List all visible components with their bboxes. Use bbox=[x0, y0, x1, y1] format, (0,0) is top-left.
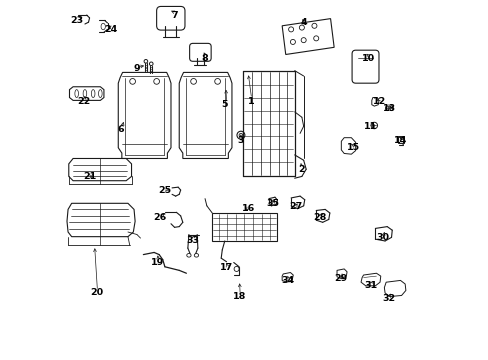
Text: 9: 9 bbox=[133, 64, 140, 73]
Text: 7: 7 bbox=[171, 10, 178, 19]
Text: 20: 20 bbox=[90, 288, 103, 297]
Text: 14: 14 bbox=[393, 136, 407, 145]
Text: 6: 6 bbox=[117, 125, 124, 134]
Text: 30: 30 bbox=[376, 233, 389, 242]
Text: 8: 8 bbox=[201, 54, 208, 63]
Text: 34: 34 bbox=[281, 276, 294, 285]
Text: 22: 22 bbox=[77, 96, 90, 105]
Text: 21: 21 bbox=[83, 172, 97, 181]
Text: 1: 1 bbox=[248, 96, 254, 105]
Text: 4: 4 bbox=[300, 18, 306, 27]
Text: 10: 10 bbox=[361, 54, 374, 63]
Text: 26: 26 bbox=[153, 213, 166, 222]
Text: 25: 25 bbox=[158, 186, 171, 195]
Text: 11: 11 bbox=[364, 122, 377, 131]
Bar bbox=[212, 213, 276, 241]
Text: 31: 31 bbox=[364, 281, 377, 290]
Text: 35: 35 bbox=[265, 199, 278, 208]
Text: 24: 24 bbox=[104, 25, 118, 34]
Text: 29: 29 bbox=[334, 274, 347, 283]
Text: 18: 18 bbox=[233, 292, 246, 301]
Text: 2: 2 bbox=[298, 165, 305, 174]
Text: 32: 32 bbox=[382, 294, 395, 303]
Text: 27: 27 bbox=[288, 202, 302, 211]
Text: 19: 19 bbox=[151, 258, 164, 267]
Text: 17: 17 bbox=[220, 264, 233, 273]
Text: 33: 33 bbox=[186, 237, 199, 246]
Bar bbox=[397, 135, 403, 143]
Text: 15: 15 bbox=[346, 143, 360, 152]
Text: 23: 23 bbox=[70, 16, 83, 25]
Text: 5: 5 bbox=[221, 100, 227, 109]
Text: 16: 16 bbox=[241, 204, 254, 213]
Text: 12: 12 bbox=[372, 96, 386, 105]
Text: 3: 3 bbox=[237, 136, 244, 145]
Text: 13: 13 bbox=[383, 104, 395, 113]
Text: 28: 28 bbox=[312, 213, 326, 222]
